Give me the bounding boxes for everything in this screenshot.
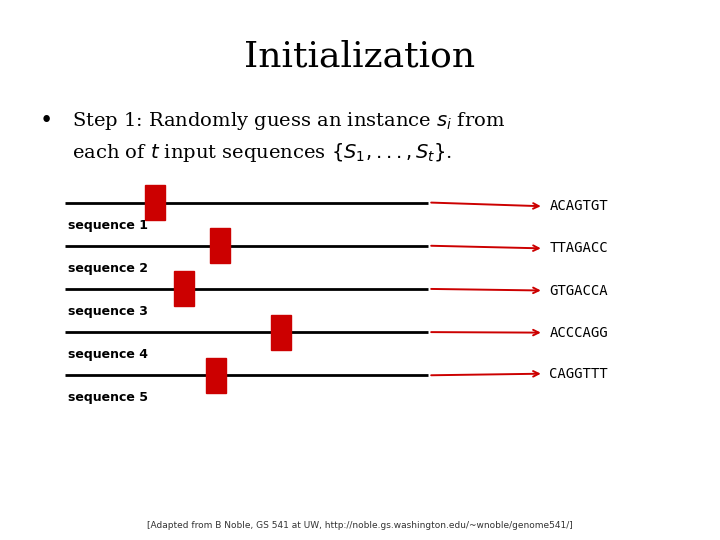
- Bar: [206, 358, 226, 393]
- Text: sequence 3: sequence 3: [68, 305, 148, 318]
- Bar: [145, 185, 165, 220]
- Text: ACCCAGG: ACCCAGG: [549, 326, 608, 340]
- Bar: [271, 314, 291, 350]
- Text: sequence 1: sequence 1: [68, 219, 148, 232]
- Text: GTGACCA: GTGACCA: [549, 284, 608, 298]
- Text: sequence 2: sequence 2: [68, 262, 148, 275]
- Text: sequence 4: sequence 4: [68, 348, 148, 361]
- Bar: [174, 271, 194, 306]
- Text: [Adapted from B Noble, GS 541 at UW, http://noble.gs.washington.edu/~wnoble/geno: [Adapted from B Noble, GS 541 at UW, htt…: [147, 521, 573, 530]
- Text: Initialization: Initialization: [244, 40, 476, 73]
- Text: sequence 5: sequence 5: [68, 392, 148, 404]
- Text: Step 1: Randomly guess an instance $s_i$ from: Step 1: Randomly guess an instance $s_i$…: [72, 111, 505, 132]
- Bar: [210, 228, 230, 263]
- Text: •: •: [40, 111, 53, 132]
- Text: ACAGTGT: ACAGTGT: [549, 199, 608, 213]
- Text: CAGGTTT: CAGGTTT: [549, 367, 608, 381]
- Text: TTAGACC: TTAGACC: [549, 241, 608, 255]
- Text: each of $t$ input sequences $\{S_1, ..., S_t\}$.: each of $t$ input sequences $\{S_1, ...,…: [72, 141, 452, 164]
